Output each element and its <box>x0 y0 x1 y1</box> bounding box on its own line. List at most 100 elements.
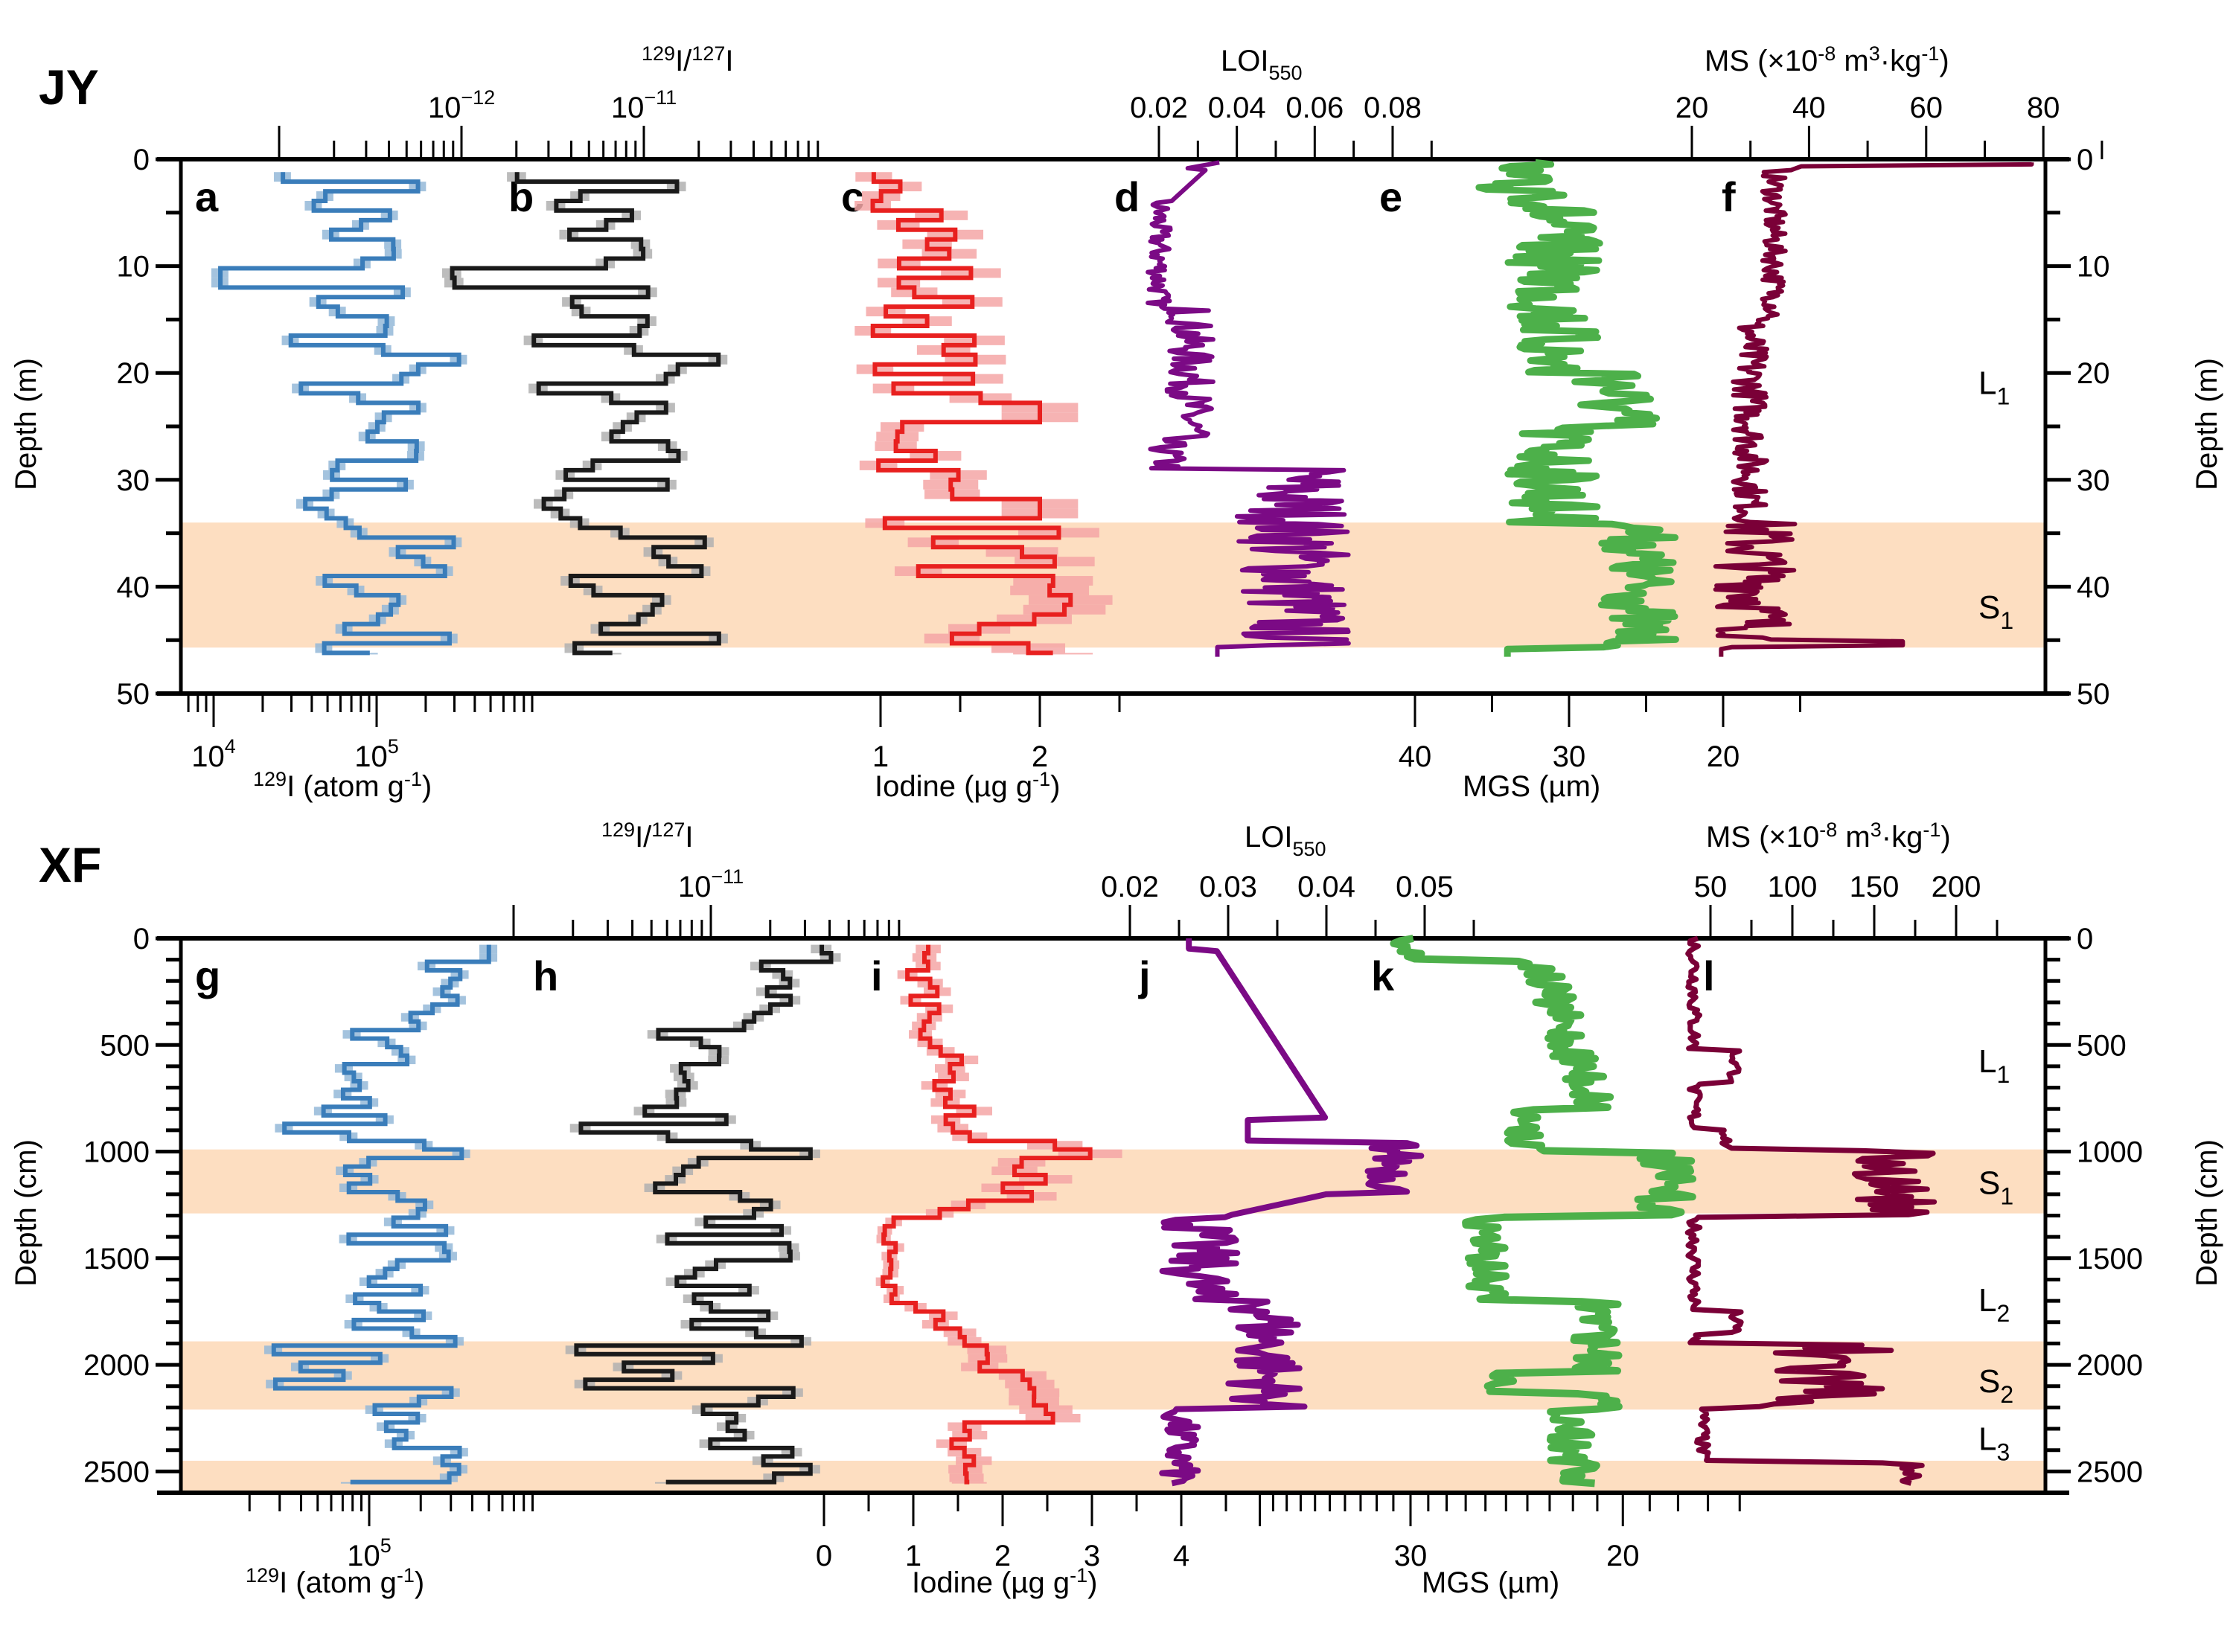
depth-tick-label: 2500 <box>2077 1456 2143 1488</box>
panel-letter-e: e <box>1379 173 1402 220</box>
depth-tick-label: 2000 <box>83 1349 150 1382</box>
x-tick-label: 40 <box>1399 740 1432 773</box>
panel-letter-l: l <box>1703 953 1715 999</box>
x-tick-label: 0.04 <box>1297 871 1355 903</box>
error-band-h <box>654 1482 676 1484</box>
unit-label-l1: L1 <box>1978 1043 2010 1088</box>
i129-axis-title-bottom: 129I (atom g-1) <box>246 1564 424 1599</box>
depth-tick-label: 50 <box>117 678 150 711</box>
loi-axis-title-top: LOI550 <box>1221 45 1303 84</box>
x-tick-label: 10−12 <box>428 86 495 124</box>
depth-tick-label: 1500 <box>83 1243 150 1275</box>
depth-tick-label: 20 <box>117 357 150 390</box>
x-tick-label: 200 <box>1932 871 1981 903</box>
depth-tick-label: 2500 <box>83 1456 150 1488</box>
tick-exp: −11 <box>644 86 677 109</box>
panel-letter-j: j <box>1138 953 1151 999</box>
x-tick-label: 40 <box>1792 92 1826 124</box>
depth-axis-title-left-bottom: Depth (cm) <box>10 1139 42 1287</box>
depth-axis-title-right-top: Depth (m) <box>2191 358 2223 490</box>
x-tick-label: 2 <box>994 1540 1011 1572</box>
tick-exp: −11 <box>711 865 744 888</box>
unit-label-l3: L3 <box>1978 1421 2010 1465</box>
depth-tick-label: 500 <box>2077 1029 2127 1062</box>
depth-tick-label: 1500 <box>2077 1243 2143 1275</box>
tick-exp: 5 <box>380 1534 392 1557</box>
unit-sub: 1 <box>1996 1061 2010 1088</box>
site-label-jy: JY <box>39 60 99 115</box>
x-tick-label: 50 <box>1694 871 1728 903</box>
ms-axis-title-top: MS (×10-8 m3·kg-1) <box>1705 42 1949 77</box>
unit-sub: 3 <box>1996 1438 2010 1465</box>
panel-letter-a: a <box>195 173 219 220</box>
iodine-axis-title-bottom: Iodine (µg g-1) <box>912 1564 1097 1599</box>
depth-tick-label: 30 <box>117 464 150 497</box>
x-tick-label: 100 <box>1768 871 1818 903</box>
site-label-xf: XF <box>39 837 101 892</box>
unit-sub: 1 <box>2000 607 2013 634</box>
panel-letter-f: f <box>1722 173 1736 220</box>
panel-letter-d: d <box>1114 173 1140 220</box>
tick-exp: 5 <box>388 735 399 758</box>
x-tick-label: 20 <box>1707 740 1740 773</box>
unit-label-l1: L1 <box>1978 365 2010 410</box>
ratio-axis-title-top: 129I/127I <box>642 42 733 77</box>
loi-axis-title-bottom: LOI550 <box>1245 821 1326 860</box>
depth-tick-label: 0 <box>133 923 150 955</box>
unit-sub: 2 <box>1996 1300 2010 1327</box>
x-tick-label: 10−11 <box>678 865 744 903</box>
x-tick-label: 0 <box>816 1540 832 1572</box>
depth-tick-label: 2000 <box>2077 1349 2143 1382</box>
depth-tick-label: 20 <box>2077 357 2110 390</box>
unit-label-l2: L2 <box>1978 1282 2010 1327</box>
depth-tick-label: 1000 <box>83 1136 150 1169</box>
x-tick-label: 0.02 <box>1101 871 1159 903</box>
i129-axis-title-top: 129I (atom g-1) <box>253 768 432 803</box>
series-h <box>574 944 834 1485</box>
tick-exp: −12 <box>461 86 495 109</box>
x-tick-label: 20 <box>1606 1540 1640 1572</box>
unit-sub: 1 <box>1996 383 2010 410</box>
x-tick-label: 0.02 <box>1130 92 1188 124</box>
panel-letter-k: k <box>1371 953 1395 999</box>
series-k <box>1390 935 1697 1488</box>
series-j <box>1159 938 1425 1487</box>
x-tick-label: 10−11 <box>611 86 677 124</box>
depth-tick-label: 10 <box>117 251 150 284</box>
depth-tick-label: 30 <box>2077 464 2110 497</box>
x-tick-label: 80 <box>2027 92 2060 124</box>
unit-sub: 1 <box>2000 1183 2013 1210</box>
depth-axis-title-left-top: Depth (m) <box>10 358 42 490</box>
x-tick-label: 3 <box>1084 1540 1100 1572</box>
panel-letter-g: g <box>195 953 220 999</box>
panel-letter-h: h <box>533 953 558 999</box>
error-band-g <box>340 1482 360 1484</box>
x-tick-label: 60 <box>1910 92 1943 124</box>
series-b <box>450 172 721 656</box>
depth-tick-label: 500 <box>100 1029 150 1062</box>
series-l <box>1684 935 1937 1486</box>
series-f <box>1713 161 2034 658</box>
x-tick-label: 0.05 <box>1396 871 1454 903</box>
x-tick-label: 0.08 <box>1364 92 1422 124</box>
x-tick-label: 0.03 <box>1199 871 1257 903</box>
depth-tick-label: 0 <box>133 144 150 176</box>
series-c <box>870 172 1073 656</box>
x-tick-label: 1 <box>905 1540 921 1572</box>
depth-tick-label: 10 <box>2077 251 2110 284</box>
ratio-axis-title-bottom: 129I/127I <box>601 819 693 854</box>
x-tick-label: 105 <box>354 735 399 773</box>
soil-band-s1 <box>181 1149 2045 1214</box>
depth-tick-label: 0 <box>2077 144 2093 176</box>
mgs-axis-title-top: MGS (µm) <box>1463 770 1600 803</box>
x-tick-label: 4 <box>1173 1540 1189 1572</box>
iodine-axis-title-top: Iodine (µg g-1) <box>875 768 1060 803</box>
x-tick-label: 2 <box>1032 740 1048 773</box>
depth-axis-title-right-bottom: Depth (cm) <box>2191 1139 2223 1287</box>
series-a <box>218 172 461 656</box>
tick-exp: 4 <box>225 735 236 758</box>
series-e <box>1475 159 1679 659</box>
